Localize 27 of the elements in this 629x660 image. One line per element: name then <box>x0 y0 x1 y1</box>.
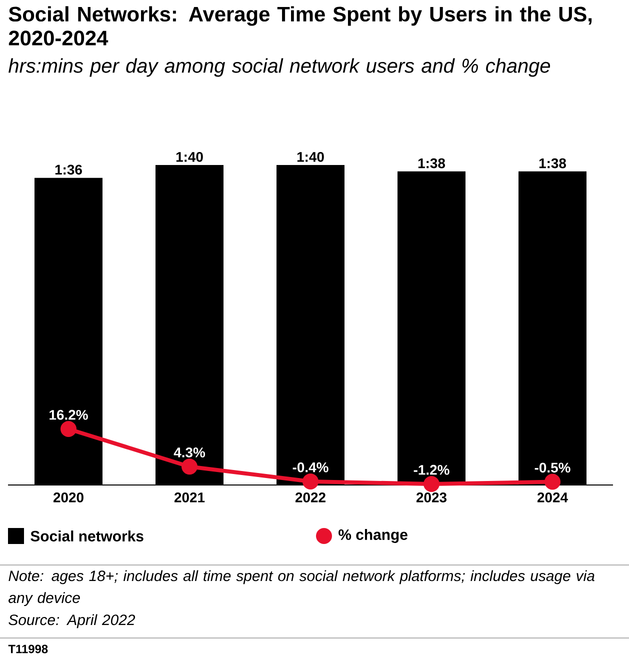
data-label: 1:40 <box>176 152 203 162</box>
point <box>302 473 318 490</box>
legend-label: Social networks <box>30 530 144 542</box>
data-label: -1.2% <box>414 464 450 475</box>
data-label: 1:38 <box>418 158 446 168</box>
chart-title: Social Networks: Average Time Spent by Users in the US, 2020-2024 <box>8 6 592 46</box>
x-tick-label: 2020 <box>53 492 84 502</box>
point <box>60 420 76 437</box>
data-label: 4.3% <box>174 448 206 458</box>
text: T11998 <box>8 644 48 654</box>
text: Note: ages 18+; includes all time spent on social network platforms; includes usage via any device <box>8 570 594 606</box>
data-label: 16.2% <box>50 410 88 420</box>
point <box>544 474 560 490</box>
x-tick-label: 2023 <box>416 492 446 502</box>
data-label: -0.4% <box>292 462 328 472</box>
data-label: 1:40 <box>297 152 324 162</box>
data-label: -0.5% <box>534 462 570 473</box>
legend-label: % change <box>338 528 408 543</box>
data-label: 1:38 <box>539 158 566 168</box>
point <box>182 458 198 475</box>
data-label: 1:36 <box>55 164 82 175</box>
chart-subtitle: hrs:mins per day among social network users and % change <box>8 58 550 77</box>
x-tick-label: 2022 <box>295 492 326 502</box>
point <box>423 476 440 492</box>
x-tick-label: 2021 <box>174 492 205 502</box>
x-tick-label: 2024 <box>537 492 568 502</box>
source-note: Source: April 2022 <box>8 614 136 628</box>
